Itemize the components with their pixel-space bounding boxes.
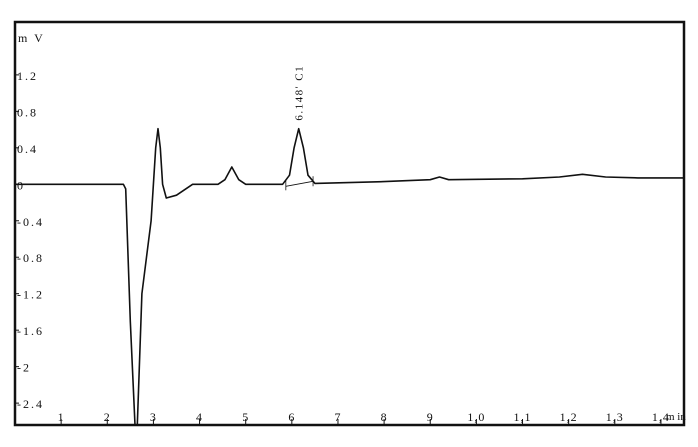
y-tick-label: -0.8 <box>17 251 44 265</box>
y-tick-label: -1.2 <box>17 288 44 302</box>
x-tick-label: 1 <box>58 410 65 424</box>
x-tick-label: 5 <box>242 410 249 424</box>
x-tick-label: 9 <box>427 410 434 424</box>
x-tick-label: 4 <box>196 410 203 424</box>
y-tick-label: 0 <box>17 178 25 192</box>
x-tick-label: 1,0 <box>467 410 485 424</box>
peak-label: 6.148' C1 <box>294 65 306 121</box>
x-tick-label: 6 <box>288 410 295 424</box>
plot-frame <box>13 20 686 427</box>
x-tick-label: 1,3 <box>606 410 624 424</box>
x-tick-label: 1,2 <box>560 410 578 424</box>
y-tick-label: -2 <box>17 361 31 375</box>
x-tick-label: 7 <box>334 410 341 424</box>
y-tick-label: 1.2 <box>17 69 38 83</box>
x-tick-label: 1,1 <box>514 410 532 424</box>
y-tick-label: -1.6 <box>17 324 44 338</box>
peak-integration-baseline <box>285 180 314 187</box>
y-tick-label: 0.4 <box>17 142 38 156</box>
signal-trace <box>15 127 684 426</box>
y-tick-label: -2.4 <box>17 397 44 411</box>
y-axis-unit-label: m V <box>18 31 45 45</box>
x-tick-label: 8 <box>381 410 388 424</box>
x-tick-label: 1,4 <box>652 410 670 424</box>
x-tick-label: 3 <box>150 410 157 424</box>
y-tick-label: 0.8 <box>17 105 38 119</box>
y-tick-label: -0.4 <box>17 215 44 229</box>
x-tick-label: 2 <box>104 410 111 424</box>
x-axis-unit-label: m in <box>666 411 686 423</box>
